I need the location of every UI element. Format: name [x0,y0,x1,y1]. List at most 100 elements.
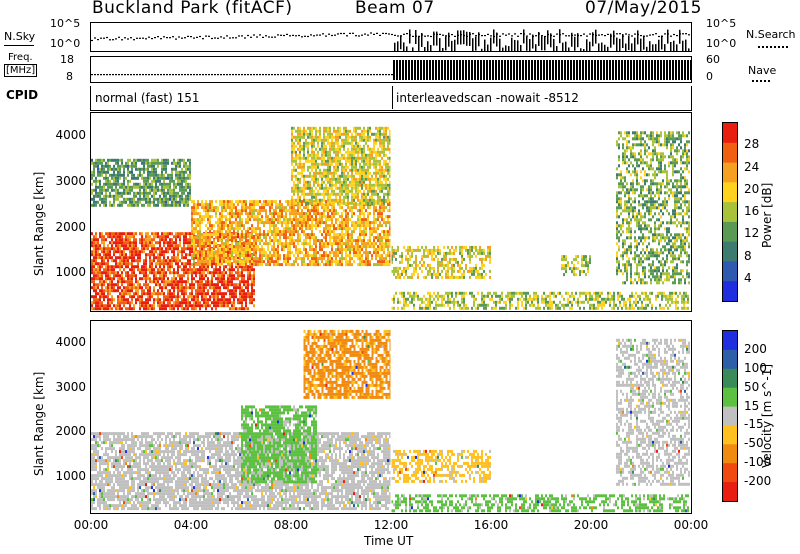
y-tick-label: 4000 [55,335,86,350]
cpid-mode-1: normal (fast) 151 [95,91,200,105]
colorbar-swatch [723,387,737,408]
nsky-strip [90,22,692,52]
heatmap-region-1 [241,405,317,484]
nsearch-label: N.Search [746,28,796,41]
date-title: 07/May/2015 [585,0,702,18]
station-title: Buckland Park (fitACF) [92,0,293,18]
power-colorbar-gradient [723,123,737,301]
colorbar-tick-label: 28 [744,137,760,152]
nsky-tick-top: 10^5 [50,17,81,30]
y-tick-label: 1000 [55,468,86,483]
colorbar-tick-label: 12 [744,226,760,241]
y-tick-label: 4000 [55,127,86,142]
x-tick-label: 12:00 [373,518,409,532]
nsky-label: N.Sky [4,30,36,43]
nsearch-tick-bottom: 10^0 [706,37,737,50]
colorbar-tick-label: 8 [744,248,752,263]
power-heatmap [91,113,690,311]
colorbar-tick-label: 15 [744,398,760,413]
colorbar-swatch [723,123,737,144]
velocity-heatmap [91,321,690,513]
power-colorbar [722,122,738,302]
heatmap-region-5 [616,338,690,486]
colorbar-swatch [723,202,737,223]
colorbar-tick-label: -200 [744,474,772,489]
freq-tick-bottom: 8 [66,70,73,83]
nsky-legend-line [4,45,34,46]
time-axis-label: Time UT [364,534,414,548]
y-tick-label: 2000 [55,219,86,234]
heatmap-region-5 [391,291,689,310]
colorbar-swatch [723,241,737,262]
colorbar-swatch [723,281,737,301]
cpid-mode-2: interleavedscan -nowait -8512 [396,91,579,105]
colorbar-tick-label: 4 [744,270,752,285]
x-tick-label: 08:00 [273,518,309,532]
nsky-trace [91,29,690,51]
cpid-divider [392,86,393,109]
colorbar-tick-label: -50 [744,436,764,451]
colorbar-swatch [723,368,737,389]
colorbar-swatch [723,331,737,351]
heatmap-region-1 [91,158,191,207]
colorbar-swatch [723,162,737,183]
nsearch-legend-line [758,46,788,48]
beam-title: Beam 07 [355,0,435,18]
heatmap-region-2 [191,200,391,267]
freq-points [91,60,691,80]
velocity-colorbar-gradient [723,331,737,501]
cpid-strip: normal (fast) 151 interleavedscan -nowai… [90,86,692,111]
nave-label: Nave [748,64,777,77]
colorbar-swatch [723,406,737,426]
nsearch-tick-top: 10^5 [706,17,737,30]
colorbar-swatch [723,221,737,243]
heatmap-region-7 [616,131,690,285]
colorbar-swatch [723,349,737,370]
colorbar-swatch [723,444,737,464]
colorbar-tick-label: 50 [744,379,760,394]
colorbar-swatch [723,463,737,483]
heatmap-region-3 [391,449,491,483]
nave-tick-bottom: 0 [706,70,713,83]
freq-unit: [MHz] [4,64,38,77]
x-tick-label: 00:00 [73,518,109,532]
colorbar-tick-label: 16 [744,204,760,218]
nave-legend-line [752,80,770,82]
heatmap-region-4 [391,245,491,279]
freq-tick-top: 18 [60,53,74,66]
colorbar-swatch [723,261,737,282]
velocity-panel [90,320,692,514]
y-tick-label: 1000 [55,265,86,280]
heatmap-region-6 [561,255,591,277]
colorbar-swatch [723,142,737,164]
colorbar-tick-label: 20 [744,181,760,196]
freq-strip [90,56,692,83]
heatmap-region-3 [291,126,391,205]
velocity-colorbar [722,330,738,502]
y-tick-label: 3000 [55,173,86,188]
colorbar-swatch [723,482,737,501]
heatmap-region-4 [391,494,689,513]
colorbar-swatch [723,425,737,445]
heatmap-region-0 [91,432,391,511]
power-panel [90,112,692,312]
colorbar-tick-label: 100 [744,360,767,375]
nave-tick-top: 60 [706,53,720,66]
x-tick-label: 16:00 [473,518,509,532]
x-tick-label: 20:00 [573,518,609,532]
colorbar-tick-label: -100 [744,455,772,470]
colorbar-tick-label: -15 [744,417,764,432]
heatmap-region-2 [303,329,392,399]
x-tick-label: 00:00 [673,518,709,532]
freq-label: Freq. [8,52,33,63]
y-tick-label: 3000 [55,379,86,394]
x-tick-label: 04:00 [173,518,209,532]
colorbar-tick-label: 24 [744,159,760,174]
freq-nave-trace [91,60,691,80]
cpid-label: CPID [6,88,39,102]
velocity-colorbar-label: Velocity [m s^-1] [760,363,774,468]
colorbar-swatch [723,182,737,203]
heatmap-region-0 [91,232,255,311]
nsky-tick-bottom: 10^0 [50,37,81,50]
colorbar-tick-label: 200 [744,341,767,356]
